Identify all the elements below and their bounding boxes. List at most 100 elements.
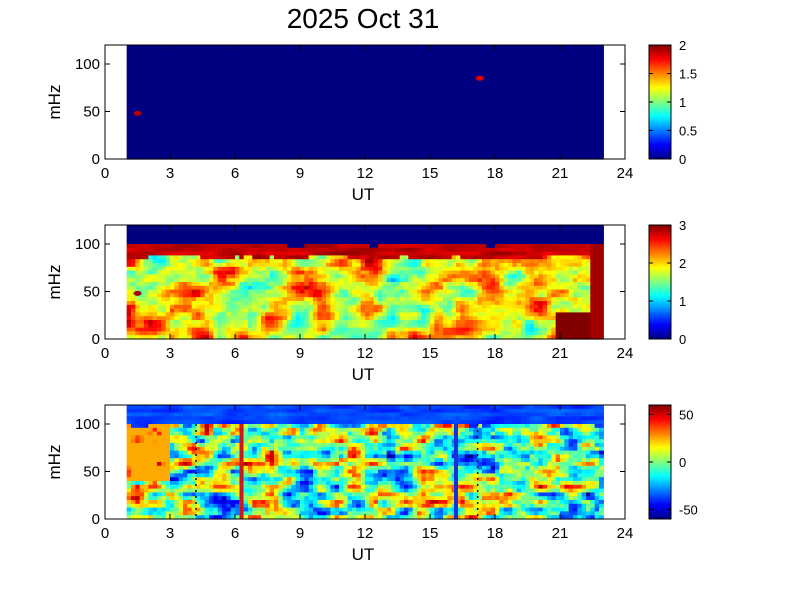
heatmap-cell: [295, 86, 301, 92]
heatmap-cell: [369, 124, 375, 130]
heatmap-cell: [282, 71, 288, 76]
heatmap-cell: [477, 67, 483, 73]
heatmap-cell: [230, 86, 236, 92]
heatmap-cell: [248, 67, 253, 73]
heatmap-cell: [157, 124, 162, 130]
heatmap-cell: [330, 266, 336, 272]
heatmap-cell: [291, 124, 297, 130]
heatmap-cell: [568, 136, 574, 141]
heatmap-cell: [525, 90, 531, 95]
heatmap-cell: [343, 48, 349, 54]
heatmap-cell: [230, 225, 236, 230]
heatmap-cell: [360, 79, 366, 84]
heatmap-cell: [200, 155, 206, 160]
heatmap-cell: [560, 132, 565, 137]
heatmap-cell: [144, 247, 149, 253]
heatmap-cell: [512, 79, 518, 84]
heatmap-cell: [343, 240, 349, 245]
heatmap-cell: [213, 105, 219, 111]
heatmap-cell: [222, 64, 227, 69]
heatmap-cell: [334, 143, 340, 149]
heatmap-cell: [187, 64, 193, 69]
heatmap-cell: [417, 56, 422, 61]
heatmap-cell: [365, 132, 370, 137]
heatmap-cell: [339, 228, 344, 234]
heatmap-cell: [568, 71, 574, 76]
heatmap-cell: [170, 236, 175, 241]
heatmap-cell: [239, 247, 245, 253]
heatmap-cell: [356, 90, 362, 95]
heatmap-cell: [352, 98, 357, 103]
heatmap-cell: [534, 86, 539, 92]
x-tick-label: 6: [231, 165, 239, 182]
heatmap-cell: [213, 60, 219, 65]
heatmap-cell: [230, 52, 236, 57]
heatmap-cell: [248, 117, 253, 122]
heatmap-cell: [230, 316, 236, 321]
heatmap-cell: [430, 45, 435, 50]
heatmap-cell: [248, 94, 253, 99]
heatmap-cell: [239, 113, 245, 118]
heatmap-cell: [512, 155, 518, 160]
heatmap-cell: [326, 289, 331, 294]
heatmap-cell: [261, 251, 266, 256]
heatmap-cell: [516, 90, 522, 95]
heatmap-cell: [486, 121, 492, 126]
heatmap-cell: [369, 86, 375, 92]
heatmap-cell: [282, 86, 288, 92]
heatmap-cell: [248, 71, 253, 76]
heatmap-cell: [464, 52, 470, 57]
heatmap-cell: [152, 56, 158, 61]
heatmap-cell: [352, 113, 357, 118]
heatmap-cell: [486, 75, 492, 80]
heatmap-cell: [170, 86, 175, 92]
heatmap-cell: [196, 270, 201, 275]
heatmap-cell: [551, 90, 557, 95]
heatmap-cell: [499, 67, 505, 73]
heatmap-cell: [456, 105, 461, 111]
heatmap-cell: [282, 266, 288, 272]
heatmap-cell: [126, 293, 132, 298]
heatmap-cell: [148, 285, 154, 291]
heatmap-cell: [430, 67, 435, 73]
heatmap-cell: [356, 124, 362, 130]
heatmap-cell: [213, 259, 219, 264]
colorbar-segment: [649, 142, 671, 146]
heatmap-cell: [126, 140, 132, 145]
heatmap-cell: [200, 236, 206, 241]
heatmap-cell: [460, 56, 466, 61]
heatmap-cell: [451, 45, 457, 50]
heatmap-cell: [139, 83, 145, 88]
heatmap-cell: [148, 155, 154, 160]
heatmap-cell: [131, 274, 136, 279]
heatmap-cell: [347, 327, 353, 332]
heatmap-cell: [187, 228, 193, 234]
heatmap-cell: [594, 151, 600, 156]
heatmap-cell: [356, 140, 362, 145]
heatmap-cell: [477, 132, 483, 137]
heatmap-cell: [521, 48, 526, 54]
heatmap-cell: [287, 278, 292, 283]
heatmap-cell: [287, 282, 292, 287]
heatmap-cell: [213, 293, 219, 298]
heatmap-cell: [174, 113, 180, 118]
heatmap-cell: [139, 301, 145, 306]
heatmap-cell: [469, 52, 474, 57]
heatmap-cell: [304, 259, 310, 264]
heatmap-cell: [252, 255, 258, 260]
heatmap-cell: [464, 48, 470, 54]
heatmap-cell: [187, 312, 193, 317]
heatmap-cell: [165, 121, 171, 126]
heatmap-cell: [421, 75, 427, 80]
heatmap-cell: [408, 67, 414, 73]
heatmap-cell: [321, 71, 327, 76]
heatmap-cell: [282, 140, 288, 145]
heatmap-cell: [170, 64, 175, 69]
heatmap-cell: [291, 289, 297, 294]
heatmap-cell: [274, 71, 279, 76]
heatmap-cell: [490, 124, 496, 130]
heatmap-cell: [157, 293, 162, 298]
heatmap-cell: [222, 316, 227, 321]
heatmap-cell: [555, 71, 561, 76]
heatmap-cell: [274, 308, 279, 313]
